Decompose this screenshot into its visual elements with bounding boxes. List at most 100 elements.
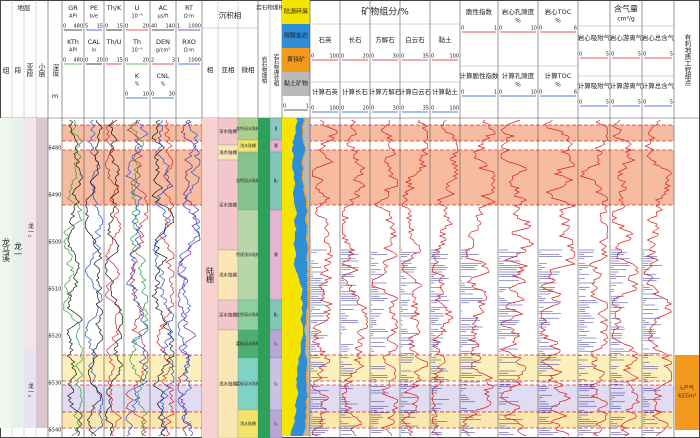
scale-min: 0 [499, 26, 502, 32]
log-curve [151, 119, 175, 437]
scale-min: 2 [151, 58, 154, 64]
vertical-label: 陆棚 [206, 266, 215, 284]
scale-max: 100 [329, 54, 339, 60]
core-label: 长石 [349, 35, 363, 44]
scale-max: 20 [97, 58, 103, 64]
depth-unit: m [52, 92, 58, 100]
group-title: 矿物组分/% [361, 6, 409, 18]
curve-unit: % [135, 82, 140, 88]
calc-label: 计算吸附气 [578, 81, 611, 90]
scale-max: 1000 [188, 58, 201, 64]
scale-min: 0 [431, 106, 434, 112]
rock-phys-label: Ⅱ [275, 127, 277, 133]
scale-min: 0 [461, 26, 464, 32]
curve-name: U [135, 4, 140, 12]
scale-max: 35 [423, 54, 429, 60]
rock-phys-label: Ⅰ₁ [274, 342, 277, 348]
core-label: 岩心TOC [545, 7, 572, 16]
scale-max: 20 [363, 54, 369, 60]
core-label: 岩心总含气 [642, 33, 675, 42]
stack-area [301, 118, 310, 436]
scale-min: 5 [85, 24, 88, 30]
scale-max: 5 [670, 52, 673, 58]
core-label: 岩心吸附气 [578, 33, 611, 42]
unit-label: % [555, 18, 561, 25]
strat-formation [0, 118, 12, 428]
microfacies-label: 浅水陆棚 [240, 142, 256, 148]
scale-min: 0 [579, 52, 582, 58]
interval-band [62, 125, 674, 141]
column-title: 岩石物理相 [256, 4, 284, 12]
calc-curve [311, 119, 339, 437]
curve-name: Th [132, 38, 141, 46]
scale-min: 0 [63, 24, 66, 30]
scale-min: 0 [401, 54, 404, 60]
scale-min: 0 [341, 106, 344, 112]
calc-curve [462, 119, 496, 437]
stack-area [290, 118, 308, 436]
calc-curve [431, 119, 459, 437]
scale-max: 20 [143, 24, 149, 30]
curve-name: RT [185, 4, 193, 12]
sweet-zone [675, 355, 699, 430]
vertical-label: 龙一 [14, 241, 23, 258]
stack-legend [282, 0, 310, 24]
depth-label: 5520 [49, 334, 62, 340]
curve-name: Th/K [106, 4, 122, 12]
curve-name: RXO [182, 38, 196, 46]
calc-label: 计算脆性指数 [460, 71, 500, 80]
scale-max: 10 [531, 90, 537, 96]
scale-min: 0 [105, 58, 108, 64]
log-curve [152, 119, 175, 437]
scale-max: 30 [393, 106, 399, 112]
scale-max: 5 [670, 100, 673, 106]
subfacies-label: 深水陆棚 [219, 312, 237, 319]
subfacies-label: 浅水陆棚 [219, 381, 237, 388]
scale-max: 20 [143, 58, 149, 64]
scale-min: 40 [151, 24, 157, 30]
interval-band [62, 355, 674, 381]
scale-min: 0 [125, 24, 128, 30]
scale-max: 1 [494, 26, 497, 32]
scale-min: 0 [283, 104, 286, 110]
scale-max: 480 [73, 58, 83, 64]
scale-max: 5 [638, 100, 641, 106]
scale-max: 15 [117, 58, 123, 64]
core-label: 脆性指数 [466, 7, 493, 16]
scale-max: 5 [638, 52, 641, 58]
core-label: 方解石 [375, 35, 395, 44]
column-title: 沉积相 [219, 10, 242, 20]
rock-phys-cell [258, 118, 270, 438]
calc-curve [341, 119, 369, 437]
depth-label: 5540 [49, 428, 62, 434]
calc-label: 计算方解石 [369, 87, 402, 96]
scale-max: 140 [165, 24, 175, 30]
scale-min: 0 [311, 106, 314, 112]
microfacies-label: 浅水陆棚 [240, 420, 256, 426]
scale-max: 480 [73, 24, 83, 30]
scale-max: 6 [574, 26, 577, 32]
scale-max: 10 [143, 92, 149, 98]
microfacies-label: 含钙深水陆棚 [236, 125, 260, 131]
scale-min: 0 [461, 90, 464, 96]
calc-label: 计算总含气 [642, 81, 675, 90]
calc-label: 计算黏土 [432, 87, 459, 96]
depth-label: 5500 [49, 240, 62, 246]
curve-name: DEN [156, 38, 170, 46]
scale-max: 1 [494, 90, 497, 96]
scale-min: 0 [125, 58, 128, 64]
strat-member [12, 118, 24, 428]
scale-max: 3 [172, 58, 175, 64]
scale-max: 6 [574, 90, 577, 96]
curve-name: CAL [88, 38, 101, 46]
curve-name: KTh [67, 38, 79, 46]
calc-label: 计算游离气 [610, 81, 643, 90]
stack-legend [282, 24, 310, 48]
stack-legend-label: 碳酸盐岩 [284, 32, 308, 40]
vertical-label: 龙马溪 [2, 237, 11, 263]
curve-unit: 10⁻⁶ [131, 48, 142, 54]
scale-max: 20 [363, 106, 369, 112]
vertical-label: 龙一₂ [27, 222, 34, 238]
scale-max: 1000 [188, 24, 201, 30]
column-label: 相 [207, 65, 214, 74]
